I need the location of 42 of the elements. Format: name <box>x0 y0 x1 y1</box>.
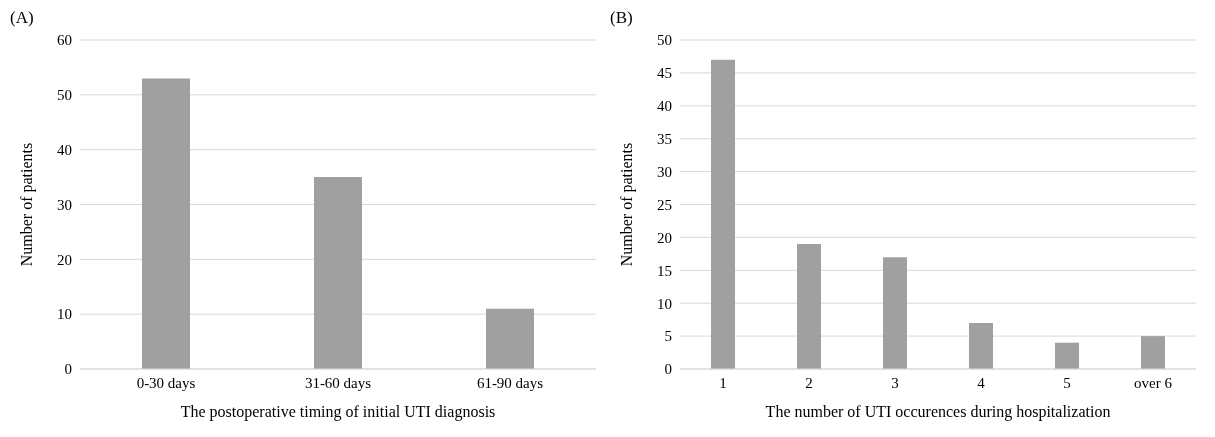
x-axis-title: The postoperative timing of initial UTI diagnosis <box>180 403 496 421</box>
x-tick-label: 3 <box>891 374 899 391</box>
y-axis-title: Number of patients <box>617 142 636 267</box>
y-tick-label: 50 <box>657 32 672 49</box>
y-tick-label: 35 <box>657 131 672 148</box>
y-axis-title: Number of patients <box>17 142 36 267</box>
y-tick-label: 10 <box>657 295 672 312</box>
chart-title: (B) <box>610 8 633 28</box>
y-tick-label: 50 <box>57 87 72 104</box>
y-tick-label: 25 <box>657 196 672 213</box>
y-tick-label: 15 <box>657 262 672 279</box>
y-tick-label: 5 <box>664 328 672 345</box>
bar <box>883 257 907 369</box>
y-tick-label: 10 <box>57 306 72 323</box>
y-tick-label: 40 <box>57 141 72 158</box>
x-tick-label: 1 <box>719 374 727 391</box>
y-tick-label: 0 <box>664 361 672 378</box>
chart-title: (A) <box>10 8 34 28</box>
y-tick-label: 40 <box>657 98 672 115</box>
bar <box>486 308 534 369</box>
y-tick-label: 45 <box>657 65 672 82</box>
bar <box>711 59 735 369</box>
x-tick-label: over 6 <box>1134 374 1173 391</box>
y-tick-label: 60 <box>57 32 72 49</box>
bar <box>314 177 362 369</box>
bar <box>142 78 190 369</box>
x-tick-label: 5 <box>1063 374 1071 391</box>
x-tick-label: 31-60 days <box>304 374 372 391</box>
bar <box>969 322 993 369</box>
bar <box>1055 342 1079 369</box>
y-tick-label: 30 <box>657 163 672 180</box>
x-tick-label: 4 <box>977 374 986 391</box>
x-tick-label: 2 <box>805 374 813 391</box>
y-tick-label: 20 <box>657 229 672 246</box>
bar <box>797 243 821 369</box>
y-tick-label: 0 <box>64 361 72 378</box>
y-tick-label: 30 <box>57 196 72 213</box>
x-tick-label: 0-30 days <box>136 374 196 391</box>
x-axis-title: The number of UTI occurences during hospitalization <box>765 403 1111 421</box>
bar <box>1141 336 1165 369</box>
x-tick-label: 61-90 days <box>476 374 544 391</box>
y-tick-label: 20 <box>57 251 72 268</box>
